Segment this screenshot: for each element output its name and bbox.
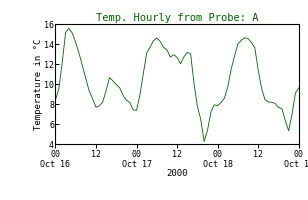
X-axis label: 2000: 2000 <box>166 169 188 178</box>
Y-axis label: Temperature in °C: Temperature in °C <box>34 38 43 130</box>
Title: Temp. Hourly from Probe: A: Temp. Hourly from Probe: A <box>96 13 258 23</box>
